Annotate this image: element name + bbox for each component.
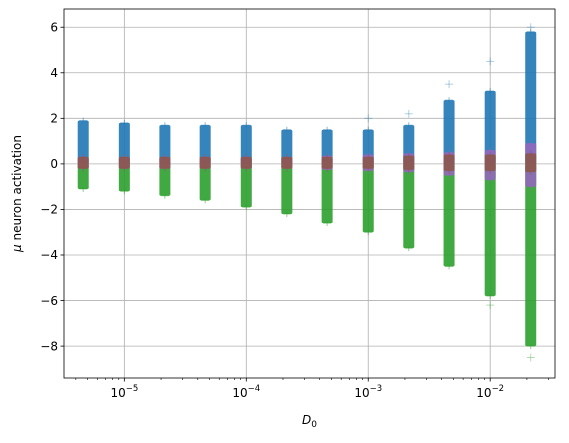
data-band [77, 120, 89, 164]
data-column [321, 154, 333, 172]
data-column [159, 154, 171, 172]
data-band [118, 122, 130, 164]
y-tick-label: −8 [40, 339, 58, 353]
data-band [199, 157, 211, 169]
data-column [484, 151, 496, 174]
data-band [281, 129, 293, 164]
y-axis-label: μ neuron activation [10, 135, 24, 253]
outlier-point [445, 80, 454, 89]
data-band [403, 155, 415, 170]
data-band [443, 100, 455, 164]
data-column [525, 150, 537, 175]
x-axis-label-main: D [302, 413, 311, 427]
data-band [403, 163, 415, 249]
y-axis-label-mu: μ [10, 244, 24, 253]
outlier-point [404, 109, 413, 118]
data-band [484, 91, 496, 164]
x-tick-label: 10−3 [354, 384, 382, 400]
data-column [240, 154, 252, 172]
data-band [525, 153, 537, 172]
data-band [281, 163, 293, 214]
data-column [281, 154, 293, 172]
data-band [443, 154, 455, 171]
outlier-point [526, 353, 535, 362]
x-tick-label: 10−4 [232, 384, 260, 400]
data-column [443, 151, 455, 174]
data-band [362, 157, 374, 169]
data-band [199, 163, 211, 201]
data-column [118, 154, 130, 172]
y-tick-label: −2 [40, 203, 58, 217]
axis-layer: 6 4 2 0 −2 −4 −6 −8 10−5 10−4 10−3 10−2 [40, 20, 549, 400]
plot-frame [63, 8, 556, 379]
x-axis-label: D0 [302, 413, 317, 430]
y-tick-label: −4 [40, 248, 58, 262]
outlier-point [526, 23, 535, 32]
data-layer [77, 23, 537, 362]
data-band [321, 163, 333, 224]
data-band [321, 157, 333, 169]
data-band [118, 163, 130, 192]
outlier-point [486, 301, 495, 310]
data-column [199, 154, 211, 172]
outlier-point [486, 57, 495, 66]
x-axis-label-subscript: 0 [311, 420, 317, 430]
data-band [281, 157, 293, 169]
data-band [77, 163, 89, 189]
y-tick-label: 4 [50, 66, 58, 80]
data-band [199, 125, 211, 164]
y-tick-label: −6 [40, 294, 58, 308]
data-band [525, 163, 537, 347]
x-tick-label: 10−5 [110, 384, 138, 400]
data-band [525, 31, 537, 164]
data-column [77, 154, 89, 172]
data-band [77, 157, 89, 169]
data-band [484, 154, 496, 171]
x-tick-label: 10−2 [476, 384, 504, 400]
y-tick-label: 0 [50, 157, 58, 171]
data-band [118, 157, 130, 169]
data-band [443, 163, 455, 267]
data-column [362, 154, 374, 172]
y-axis-label-text: neuron activation [10, 135, 24, 244]
data-band [484, 163, 496, 296]
data-band [362, 163, 374, 233]
data-band [240, 125, 252, 164]
data-band [159, 157, 171, 169]
data-band [240, 163, 252, 208]
y-tick-label: 2 [50, 112, 58, 126]
y-tick-label: 6 [50, 20, 58, 34]
data-band [159, 163, 171, 196]
data-column [403, 152, 415, 173]
data-band [240, 157, 252, 169]
data-band [321, 129, 333, 164]
data-band [159, 125, 171, 164]
grid-layer [64, 9, 555, 378]
outlier-point [364, 114, 373, 123]
